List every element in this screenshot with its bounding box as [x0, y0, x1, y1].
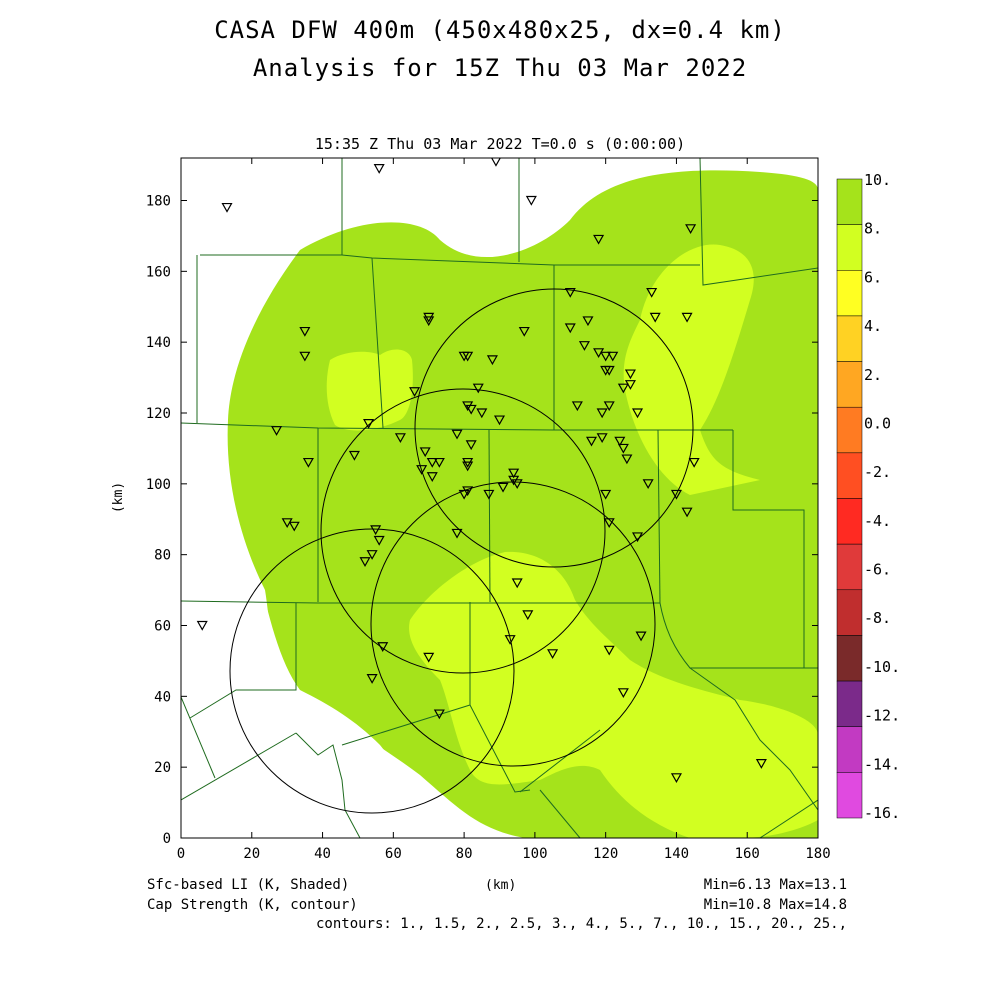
colorbar-swatch	[836, 452, 863, 499]
x-tick-label: 180	[805, 846, 830, 862]
y-tick-label: 40	[154, 689, 171, 705]
x-tick-label: 60	[385, 846, 402, 862]
colorbar-label: -8.	[864, 609, 891, 627]
colorbar-swatch	[836, 498, 863, 545]
colorbar-label: 8.	[864, 220, 882, 238]
shaded-range-label: Min=6.13 Max=13.1	[703, 877, 847, 893]
colorbar-swatch	[836, 726, 863, 773]
colorbar-swatch	[836, 270, 863, 317]
y-axis: 0 20 40 60 80 100 120 140 160 180	[146, 194, 818, 847]
county-boundaries	[181, 158, 818, 838]
x-tick-label: 40	[314, 846, 331, 862]
li-band-6-8-west	[326, 349, 413, 431]
colorbar-label: -6.	[864, 561, 891, 579]
colorbar-swatch	[836, 543, 863, 591]
y-tick-label: 20	[154, 760, 171, 776]
colorbar-label: 10.	[864, 171, 891, 189]
colorbar-swatch	[836, 589, 863, 636]
radar-circle-2	[320, 388, 606, 674]
colorbar-label: -4.	[864, 512, 891, 530]
colorbar-label: -10.	[864, 658, 900, 676]
colorbar-swatch	[836, 680, 863, 727]
colorbar-label: 6.	[864, 268, 882, 286]
y-tick-label: 140	[146, 335, 171, 351]
colorbar-swatch	[836, 772, 863, 819]
colorbar-label: 0.0	[864, 414, 891, 432]
colorbar: 10. 8. 6. 4. 2. 0.0 -2. -4. -6. -8. -10. -12. -14. -1…	[836, 171, 900, 822]
x-tick-label: 120	[593, 846, 618, 862]
x-tick-label: 160	[735, 846, 760, 862]
y-tick-label: 180	[146, 194, 171, 210]
li-shaded-field	[181, 158, 818, 838]
x-tick-label: 20	[243, 846, 260, 862]
colorbar-label: 2.	[864, 366, 882, 384]
plot-frame	[180, 157, 819, 839]
y-tick-label: 0	[163, 831, 171, 847]
y-tick-label: 160	[146, 264, 171, 280]
colorbar-swatch	[836, 224, 863, 271]
x-tick-label: 0	[177, 846, 185, 862]
shaded-field-label: Sfc-based LI (K, Shaded)	[147, 877, 350, 893]
colorbar-label: -14.	[864, 755, 900, 773]
x-tick-label: 140	[664, 846, 689, 862]
radar-circle-3	[414, 288, 694, 568]
no-data-region	[181, 600, 420, 838]
x-tick-label: 80	[456, 846, 473, 862]
colorbar-label: -12.	[864, 707, 900, 725]
colorbar-swatch	[836, 635, 863, 682]
x-tick-label: 100	[522, 846, 547, 862]
contour-levels-label: contours: 1., 1.5, 2., 2.5, 3., 4., 5., …	[315, 916, 847, 932]
colorbar-swatch	[836, 178, 863, 225]
contour-field-label: Cap Strength (K, contour)	[147, 897, 358, 913]
colorbar-swatch	[836, 361, 863, 408]
radar-circle-1	[229, 528, 515, 814]
y-tick-label: 100	[146, 477, 171, 493]
map-title: CASA DFW 400m (450x480x25, dx=0.4 km)	[214, 16, 786, 44]
y-tick-label: 120	[146, 406, 171, 422]
y-axis-label: (km)	[111, 481, 127, 514]
x-axis: 0 20 40 60 80 100 120 140 160 180	[177, 158, 831, 862]
contour-range-label: Min=10.8 Max=14.8	[703, 897, 847, 913]
colorbar-swatch	[836, 406, 863, 454]
y-tick-label: 80	[154, 548, 171, 564]
x-axis-label: (km)	[485, 878, 517, 893]
valid-time-label: 15:35 Z Thu 03 Mar 2022 T=0.0 s (0:00:00…	[314, 135, 686, 153]
map-subtitle: Analysis for 15Z Thu 03 Mar 2022	[252, 54, 748, 82]
y-tick-label: 60	[154, 619, 171, 635]
colorbar-label: -16.	[864, 804, 900, 822]
colorbar-label: 4.	[864, 317, 882, 335]
colorbar-swatch	[836, 315, 863, 362]
colorbar-label: -2.	[864, 463, 891, 481]
